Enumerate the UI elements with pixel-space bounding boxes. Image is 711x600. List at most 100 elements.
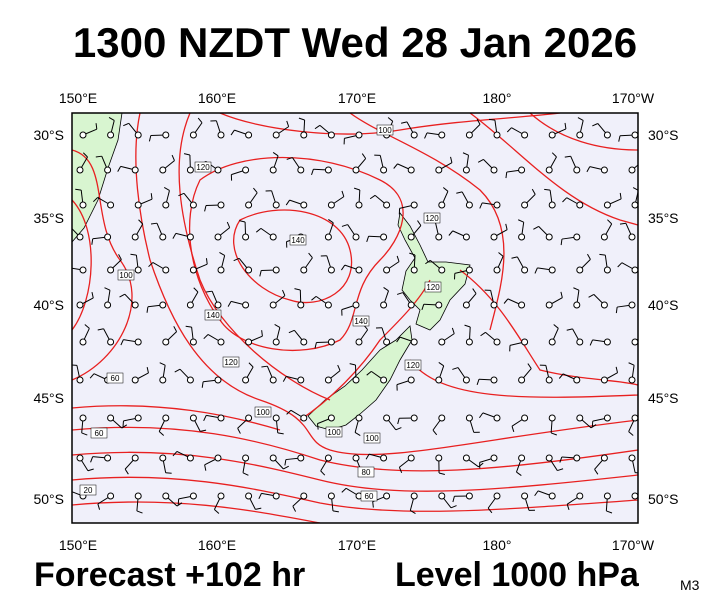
station bbox=[490, 166, 498, 174]
barb-flag bbox=[197, 117, 203, 124]
barb-flag bbox=[400, 121, 408, 124]
station bbox=[76, 454, 84, 462]
barb-flag bbox=[91, 292, 94, 299]
station bbox=[383, 492, 391, 500]
barb-flag bbox=[206, 290, 213, 293]
station bbox=[518, 301, 526, 309]
station bbox=[134, 131, 142, 139]
station bbox=[380, 454, 388, 462]
station bbox=[214, 301, 222, 309]
level-label: Level 1000 hPa bbox=[395, 556, 640, 594]
station bbox=[438, 492, 446, 500]
station bbox=[272, 131, 280, 139]
station bbox=[189, 266, 197, 274]
barb-flag bbox=[320, 470, 326, 476]
lon-label: 180° bbox=[483, 537, 512, 553]
station bbox=[300, 414, 308, 422]
station bbox=[355, 338, 363, 346]
station bbox=[269, 454, 277, 462]
barb-flag bbox=[566, 328, 573, 331]
station bbox=[352, 376, 360, 384]
barb-flag bbox=[90, 456, 94, 463]
barb-flag bbox=[505, 172, 508, 179]
barb-flag bbox=[566, 504, 570, 511]
contour-label-box bbox=[254, 406, 272, 418]
station bbox=[410, 338, 418, 346]
barb-flag bbox=[615, 366, 619, 373]
station bbox=[134, 266, 142, 274]
station bbox=[272, 338, 280, 346]
barb-flag bbox=[587, 253, 591, 260]
forecast-label: Forecast +102 hr bbox=[34, 556, 305, 594]
station bbox=[521, 338, 529, 346]
barb-flag bbox=[560, 291, 563, 298]
barb-flag bbox=[82, 152, 88, 158]
station bbox=[628, 376, 636, 384]
barb-flag bbox=[366, 236, 370, 243]
barb-flag bbox=[410, 510, 416, 514]
barb-flag bbox=[396, 292, 403, 295]
station bbox=[242, 166, 250, 174]
contour-label: 120 bbox=[425, 214, 439, 223]
station bbox=[355, 414, 363, 422]
barb-flag bbox=[136, 510, 143, 514]
station bbox=[242, 233, 250, 241]
station bbox=[407, 454, 415, 462]
station bbox=[272, 492, 280, 500]
barb-flag bbox=[369, 194, 376, 200]
station bbox=[631, 492, 638, 500]
station bbox=[242, 301, 250, 309]
contour-label-box bbox=[404, 359, 422, 371]
station bbox=[573, 376, 581, 384]
barb-flag bbox=[148, 135, 152, 142]
barb-flag bbox=[95, 155, 102, 158]
barb-flag bbox=[337, 364, 341, 371]
station bbox=[600, 301, 608, 309]
barb-flag bbox=[432, 429, 438, 436]
barb-flag bbox=[146, 306, 149, 313]
barb-flag bbox=[200, 429, 207, 432]
barb-flag bbox=[233, 257, 240, 262]
station bbox=[217, 201, 225, 209]
station bbox=[435, 233, 443, 241]
lat-label: 30°S bbox=[648, 127, 679, 143]
barb-flag bbox=[451, 327, 455, 334]
station bbox=[573, 301, 581, 309]
lon-label: 170°E bbox=[338, 90, 376, 106]
barb-flag bbox=[316, 423, 319, 430]
contour-label-box bbox=[325, 426, 343, 438]
isobars bbox=[72, 113, 638, 523]
wind-barbs bbox=[66, 117, 638, 514]
station bbox=[435, 376, 443, 384]
barb-flag bbox=[108, 117, 115, 121]
station bbox=[631, 131, 638, 139]
station bbox=[76, 233, 84, 241]
barb-flag bbox=[286, 157, 293, 160]
barb-flag bbox=[505, 223, 508, 230]
barb-flag bbox=[476, 379, 480, 386]
station bbox=[465, 131, 473, 139]
barb-flag bbox=[277, 432, 284, 435]
station bbox=[518, 166, 526, 174]
barb-flag bbox=[123, 122, 129, 127]
station bbox=[410, 414, 418, 422]
station bbox=[300, 131, 308, 139]
barb-flag bbox=[158, 431, 165, 436]
barb-flag bbox=[248, 362, 254, 368]
barb-flag bbox=[253, 187, 258, 194]
contour-label-box bbox=[357, 466, 375, 478]
barb-flag bbox=[395, 427, 402, 431]
station bbox=[576, 201, 584, 209]
contour-label: 120 bbox=[196, 163, 210, 172]
station bbox=[107, 266, 115, 274]
station bbox=[462, 301, 470, 309]
barb-flag bbox=[66, 268, 68, 273]
lat-label: 50°S bbox=[648, 491, 679, 507]
contour-label: 20 bbox=[84, 486, 93, 495]
barb-flag bbox=[84, 324, 90, 329]
barb-flag bbox=[396, 336, 401, 343]
barb-flag bbox=[311, 169, 314, 176]
station bbox=[134, 414, 142, 422]
station bbox=[324, 233, 332, 241]
station bbox=[217, 131, 225, 139]
